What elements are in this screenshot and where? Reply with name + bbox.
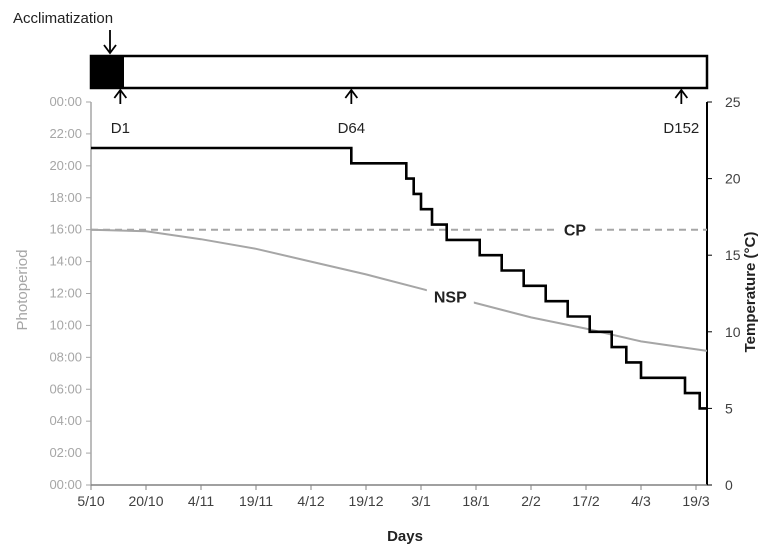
y-left-tick-label: 20:00 <box>49 158 82 173</box>
x-tick-label: 18/1 <box>462 493 489 509</box>
y-left-tick-label: 18:00 <box>49 190 82 205</box>
y-right-tick-label: 5 <box>725 400 733 416</box>
y-left-tick-label: 22:00 <box>49 126 82 141</box>
x-tick-label: 19/3 <box>682 493 709 509</box>
x-tick-label: 5/10 <box>77 493 104 509</box>
y-axis-label-left: Photoperiod <box>14 250 31 331</box>
x-axis-label: Days <box>387 528 423 545</box>
y-axis-label-right: Temperature (°C) <box>742 232 759 353</box>
timeline-markers: D1 D64 D152 <box>111 88 699 137</box>
acclimatization-label: Acclimatization <box>13 10 113 27</box>
x-tick-label: 4/12 <box>297 493 324 509</box>
annotation-backing <box>426 285 474 306</box>
acclimatization-arrow <box>103 30 117 55</box>
annotation-cp: CP <box>564 223 587 240</box>
y-right-tick-label: 0 <box>725 477 733 493</box>
y-left-tick-label: 00:00 <box>49 94 82 109</box>
x-tick-label: 17/2 <box>572 493 599 509</box>
y-left-tick-label: 06:00 <box>49 381 82 396</box>
annotation-layer: CP NSP <box>426 218 593 307</box>
x-tick-label: 4/11 <box>188 493 214 509</box>
x-tick-label: 19/11 <box>239 493 273 509</box>
timeline-bar <box>89 54 709 90</box>
x-tick-label: 2/2 <box>521 493 541 509</box>
marker-arrow-head <box>674 88 689 99</box>
marker-label-d64: D64 <box>338 120 366 137</box>
y-left-tick-label: 16:00 <box>49 222 82 237</box>
y-left-tick-label: 02:00 <box>49 445 82 460</box>
annotation-backing <box>557 218 593 239</box>
marker-label-d152: D152 <box>663 120 699 137</box>
y-left-tick-label: 10:00 <box>49 317 82 332</box>
marker-arrow-head <box>113 88 128 99</box>
y-left-tick-label: 14:00 <box>49 254 82 269</box>
acclimatization-block <box>91 56 124 88</box>
series-layer <box>90 146 708 410</box>
series-line-nsp <box>90 228 708 352</box>
y-left-tick-label: 08:00 <box>49 349 82 364</box>
y-left-tick-label: 00:00 <box>49 477 82 492</box>
annotation-nsp: NSP <box>434 290 467 307</box>
axes: 00:00 02:00 04:00 06:00 08:00 10:00 12:00 14:00… <box>49 94 740 509</box>
series-line-temperature <box>91 146 707 410</box>
y-right-tick-label: 25 <box>725 94 741 110</box>
x-tick-label: 20/10 <box>128 493 163 509</box>
y-right-tick-label: 20 <box>725 171 741 187</box>
x-tick-label: 3/1 <box>411 493 431 509</box>
y-left-tick-label: 04:00 <box>49 413 82 428</box>
x-tick-label: 4/3 <box>631 493 651 509</box>
marker-label-d1: D1 <box>111 120 130 137</box>
x-tick-label: 19/12 <box>348 493 383 509</box>
marker-arrow-head <box>344 88 359 99</box>
y-right-tick-label: 15 <box>725 247 741 263</box>
y-left-tick-label: 12:00 <box>49 286 82 301</box>
timeline: Acclimatization D1 D64 D152 <box>13 10 709 137</box>
y-right-tick-label: 10 <box>725 324 741 340</box>
